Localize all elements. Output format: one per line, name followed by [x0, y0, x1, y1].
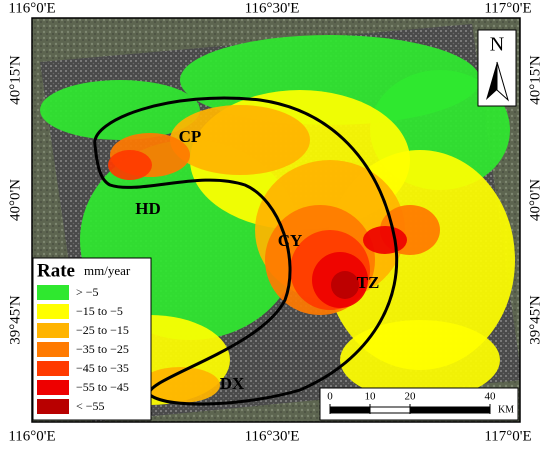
map-frame: [31, 17, 521, 423]
legend-swatch: [37, 399, 69, 414]
scale-box: [319, 387, 519, 421]
legend-title: Rate: [37, 260, 75, 281]
north-label: N: [490, 34, 504, 56]
x-coordinate-label-bottom: 116°30'E: [245, 428, 300, 444]
scale-tick-label: 20: [405, 391, 417, 403]
legend: Rate mm/year > −5 −15 to −5 −25 to −15 −35 …: [32, 257, 152, 421]
deformation-patch: [40, 80, 200, 140]
y-coordinate-label-left: 39°45'N: [7, 295, 23, 345]
legend-box: [32, 257, 152, 421]
subsidence-outline: [93, 96, 399, 406]
north-arrow-left: [486, 62, 497, 100]
legend-label: −15 to −5: [76, 304, 123, 318]
legend-label: −55 to −45: [76, 380, 129, 394]
y-coordinate-label-right: 40°0'N: [527, 179, 543, 221]
scale-unit: KM: [498, 404, 514, 415]
deformation-patch: [340, 320, 500, 400]
legend-swatch: [37, 342, 69, 357]
legend-label: < −55: [76, 399, 105, 413]
x-coordinate-label-bottom: 117°0'E: [484, 428, 531, 444]
scale-segment: [369, 406, 411, 414]
legend-label: > −5: [76, 285, 99, 299]
deformation-patch: [170, 105, 310, 175]
x-coordinate-label-top: 116°0'E: [8, 0, 55, 16]
legend-label: −35 to −25: [76, 342, 129, 356]
region-label: HD: [135, 199, 161, 218]
deformation-patches: [40, 35, 515, 405]
legend-swatch: [37, 304, 69, 319]
y-coordinate-label-right: 39°45'N: [527, 295, 543, 345]
y-coordinate-label-left: 40°0'N: [7, 179, 23, 221]
legend-label: −45 to −35: [76, 361, 129, 375]
region-label: DX: [220, 374, 245, 393]
y-coordinate-label-right: 40°15'N: [527, 55, 543, 105]
scale-segment: [409, 406, 491, 414]
north-arrow: N: [477, 29, 517, 107]
x-coordinate-label-top: 117°0'E: [484, 0, 531, 16]
north-arrow-right: [496, 61, 509, 102]
legend-swatch: [37, 361, 69, 376]
legend-unit: mm/year: [84, 263, 131, 278]
scale-tick-label: 40: [485, 391, 497, 403]
legend-swatch: [37, 285, 69, 300]
x-coordinate-label-top: 116°30'E: [245, 0, 300, 16]
deformation-patch: [108, 150, 152, 180]
x-coordinate-label-bottom: 116°0'E: [8, 428, 55, 444]
scale-tick-label: 0: [327, 391, 333, 403]
y-coordinate-label-left: 40°15'N: [7, 55, 23, 105]
scale-tick-label: 10: [365, 391, 377, 403]
region-label: CY: [278, 231, 303, 250]
legend-swatch: [37, 380, 69, 395]
scale-segment: [329, 406, 371, 414]
legend-label: −25 to −15: [76, 323, 129, 337]
region-label: TZ: [357, 273, 380, 292]
deformation-patch: [140, 367, 220, 403]
region-label: CP: [179, 127, 202, 146]
legend-swatch: [37, 323, 69, 338]
map-body: [32, 18, 520, 422]
deformation-patch: [363, 226, 407, 254]
deformation-patch: [331, 271, 359, 299]
